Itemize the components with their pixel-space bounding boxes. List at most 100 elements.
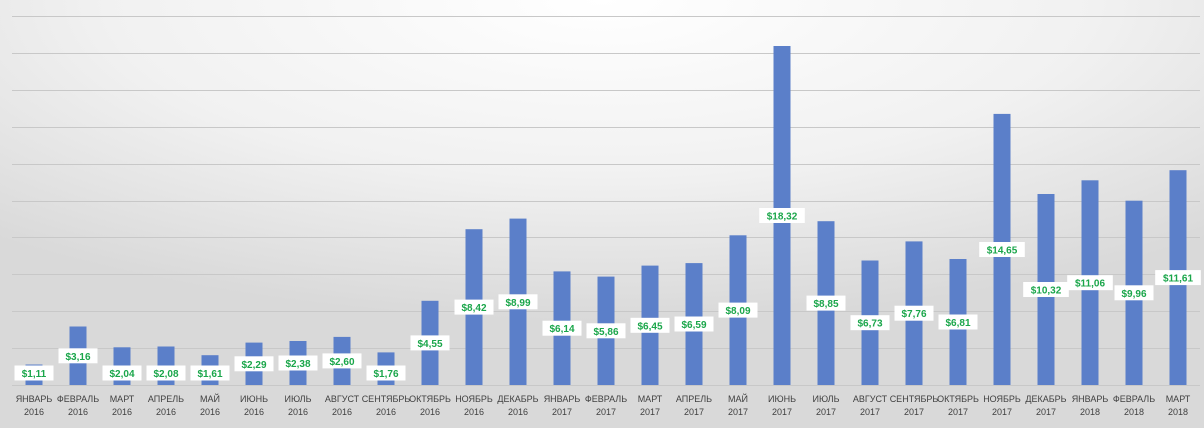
x-tick-label-month: ДЕКАБРЬ [1025, 394, 1066, 404]
data-label: $2,38 [285, 359, 310, 370]
data-label: $10,32 [1031, 286, 1062, 297]
data-label-box [850, 315, 890, 331]
x-tick-label-year: 2017 [684, 407, 704, 417]
x-tick-label-year: 2016 [288, 407, 308, 417]
data-label: $6,73 [857, 319, 882, 330]
x-tick-label-year: 2016 [376, 407, 396, 417]
x-tick-label-month: МАРТ [1166, 394, 1191, 404]
data-label-box [102, 365, 142, 381]
x-tick-label-month: ФЕВРАЛЬ [57, 394, 99, 404]
data-label: $3,16 [65, 352, 90, 363]
data-label-box [586, 323, 626, 339]
data-label: $2,04 [109, 369, 134, 380]
x-tick-label-year: 2016 [68, 407, 88, 417]
x-tick-label-month: СЕНТЯБРЬ [362, 394, 411, 404]
data-label-box [278, 355, 318, 371]
data-label-box [454, 299, 494, 315]
data-label: $9,96 [1121, 289, 1146, 300]
x-tick-label-month: ОКТЯБРЬ [409, 394, 451, 404]
data-label: $6,59 [681, 320, 706, 331]
data-label-box [806, 295, 846, 311]
x-tick-label-month: ДЕКАБРЬ [497, 394, 538, 404]
data-label: $11,06 [1075, 279, 1105, 290]
x-tick-label-year: 2017 [596, 407, 616, 417]
x-tick-label-year: 2016 [156, 407, 176, 417]
x-tick-label-month: ЯНВАРЬ [1072, 394, 1109, 404]
data-label-box [894, 305, 934, 321]
data-label-box [630, 317, 670, 333]
data-label-box [1023, 282, 1069, 297]
x-tick-label-year: 2016 [200, 407, 220, 417]
data-label: $2,60 [329, 357, 354, 368]
x-tick-label-month: АВГУСТ [853, 394, 888, 404]
data-label-box [1067, 275, 1113, 291]
data-label: $5,86 [593, 327, 618, 338]
x-tick-label-month: ОКТЯБРЬ [937, 394, 979, 404]
data-label: $2,29 [241, 360, 266, 371]
data-label-box [979, 242, 1025, 257]
data-label-box [58, 348, 98, 364]
x-tick-label-month: АВГУСТ [325, 394, 360, 404]
x-tick-label-year: 2017 [772, 407, 792, 417]
data-label-box [1155, 270, 1201, 286]
x-tick-label-month: МАЙ [200, 393, 220, 404]
x-tick-label-year: 2017 [552, 407, 572, 417]
data-label-box [718, 302, 758, 318]
x-tick-label-year: 2018 [1168, 407, 1188, 417]
data-label-box [498, 294, 538, 310]
x-tick-label-month: ИЮНЬ [240, 394, 268, 404]
x-tick-label-month: НОЯБРЬ [983, 394, 1021, 404]
data-label: $6,45 [637, 321, 662, 332]
data-label: $1,61 [197, 369, 222, 380]
data-label: $8,85 [813, 299, 838, 310]
data-label-box [146, 365, 186, 381]
x-tick-label-year: 2016 [464, 407, 484, 417]
x-tick-label-month: МАЙ [728, 393, 748, 404]
data-label: $8,42 [461, 303, 486, 314]
x-tick-label-month: АПРЕЛЬ [148, 394, 184, 404]
x-tick-label-year: 2017 [816, 407, 836, 417]
data-label-box [938, 314, 978, 330]
x-tick-label-month: СЕНТЯБРЬ [890, 394, 939, 404]
x-tick-label-month: НОЯБРЬ [455, 394, 493, 404]
x-tick-label-year: 2018 [1124, 407, 1144, 417]
x-tick-label-year: 2017 [860, 407, 880, 417]
data-label-box [366, 365, 406, 381]
data-labels: $1,11 $3,16 $2,04 $2,08 $1,61 $2,29 $2,38 $2,60… [14, 208, 1201, 381]
x-tick-label-year: 2016 [244, 407, 264, 417]
data-label-box [1114, 285, 1154, 301]
x-tick-label-month: ЯНВАРЬ [16, 394, 53, 404]
x-axis-tick-labels: ЯНВАРЬ 2016 ФЕВРАЛЬ 2016 МАРТ 2016 АПРЕЛЬ 2016 М… [16, 393, 1191, 417]
x-tick-label-month: МАРТ [110, 394, 135, 404]
x-tick-label-month: ФЕВРАЛЬ [585, 394, 627, 404]
x-tick-label-month: МАРТ [638, 394, 663, 404]
data-label: $8,99 [505, 298, 530, 309]
x-tick-label-year: 2017 [948, 407, 968, 417]
x-tick-label-year: 2017 [904, 407, 924, 417]
x-tick-label-month: ИЮЛЬ [813, 394, 840, 404]
x-tick-label-month: АПРЕЛЬ [676, 394, 712, 404]
x-tick-label-year: 2016 [508, 407, 528, 417]
x-tick-label-year: 2016 [420, 407, 440, 417]
x-tick-label-year: 2018 [1080, 407, 1100, 417]
data-label: $1,11 [22, 369, 47, 380]
x-tick-label-month: ИЮНЬ [768, 394, 796, 404]
data-label: $1,76 [373, 369, 398, 380]
data-label: $2,08 [153, 369, 178, 380]
data-label: $7,76 [901, 309, 926, 320]
data-label-box [322, 353, 362, 369]
data-label: $8,09 [725, 306, 750, 317]
x-tick-label-year: 2017 [1036, 407, 1056, 417]
data-label: $18,32 [767, 212, 798, 223]
data-label: $4,55 [417, 339, 442, 350]
data-label-box [542, 320, 582, 336]
x-tick-label-month: ИЮЛЬ [285, 394, 312, 404]
data-label-box [14, 365, 54, 381]
data-label-box [410, 335, 450, 351]
x-tick-label-month: ЯНВАРЬ [544, 394, 581, 404]
x-tick-label-year: 2016 [112, 407, 132, 417]
data-label: $6,81 [945, 318, 970, 329]
data-label-box [674, 316, 714, 332]
